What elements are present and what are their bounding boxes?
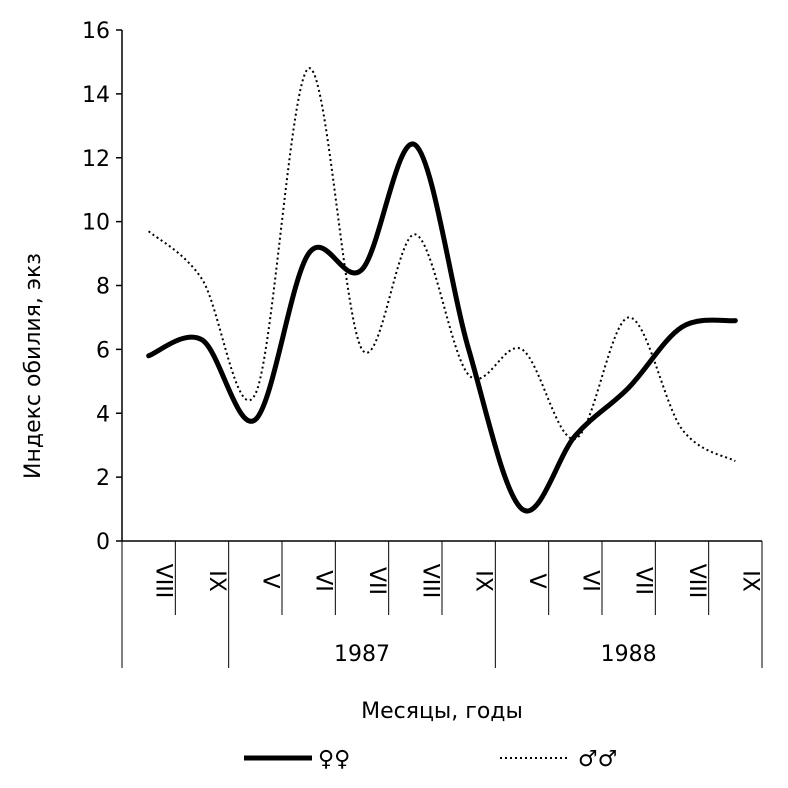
y-axis-title: Индекс обилия, экз <box>21 253 46 479</box>
series-line-males <box>147 67 736 463</box>
y-axis: 0 2 4 6 8 10 12 14 16 <box>82 19 123 555</box>
x-category-label: VIII <box>417 564 442 599</box>
x-category-label: VI <box>311 570 336 592</box>
y-tick-label: 8 <box>96 275 110 300</box>
x-category-label: VI <box>577 570 602 592</box>
x-category-label: V <box>257 573 282 588</box>
year-label: 1987 <box>334 642 390 667</box>
y-tick-label: 2 <box>96 466 110 491</box>
x-category-label: VIII <box>684 564 709 599</box>
series-layer <box>146 67 738 514</box>
legend-label-females: ♀♀ <box>318 747 350 772</box>
y-tick-label: 12 <box>82 147 110 172</box>
y-tick-label: 10 <box>82 211 110 236</box>
category-table: VIII IX V VI VII VIII IX V VI VII VIII IX 1987 1988 <box>121 540 763 668</box>
legend-label-males: ♂♂ <box>578 747 617 772</box>
x-category-label: IX <box>737 570 762 592</box>
y-tick-label: 4 <box>96 402 110 427</box>
series-line-females <box>146 141 738 514</box>
y-tick-label: 6 <box>96 338 110 363</box>
y-tick-label: 14 <box>82 83 110 108</box>
x-category-label: VII <box>631 567 656 595</box>
x-category-label: VII <box>364 567 389 595</box>
x-axis-title: Месяцы, годы <box>361 699 523 724</box>
x-category-label: IX <box>204 570 229 592</box>
y-tick-label: 16 <box>82 19 110 44</box>
x-category-label: VIII <box>151 564 176 599</box>
x-category-label: IX <box>471 570 496 592</box>
y-tick-label: 0 <box>96 530 110 555</box>
x-category-label: V <box>524 573 549 588</box>
legend: ♀♀ ♂♂ <box>244 747 617 772</box>
year-label: 1988 <box>601 642 657 667</box>
